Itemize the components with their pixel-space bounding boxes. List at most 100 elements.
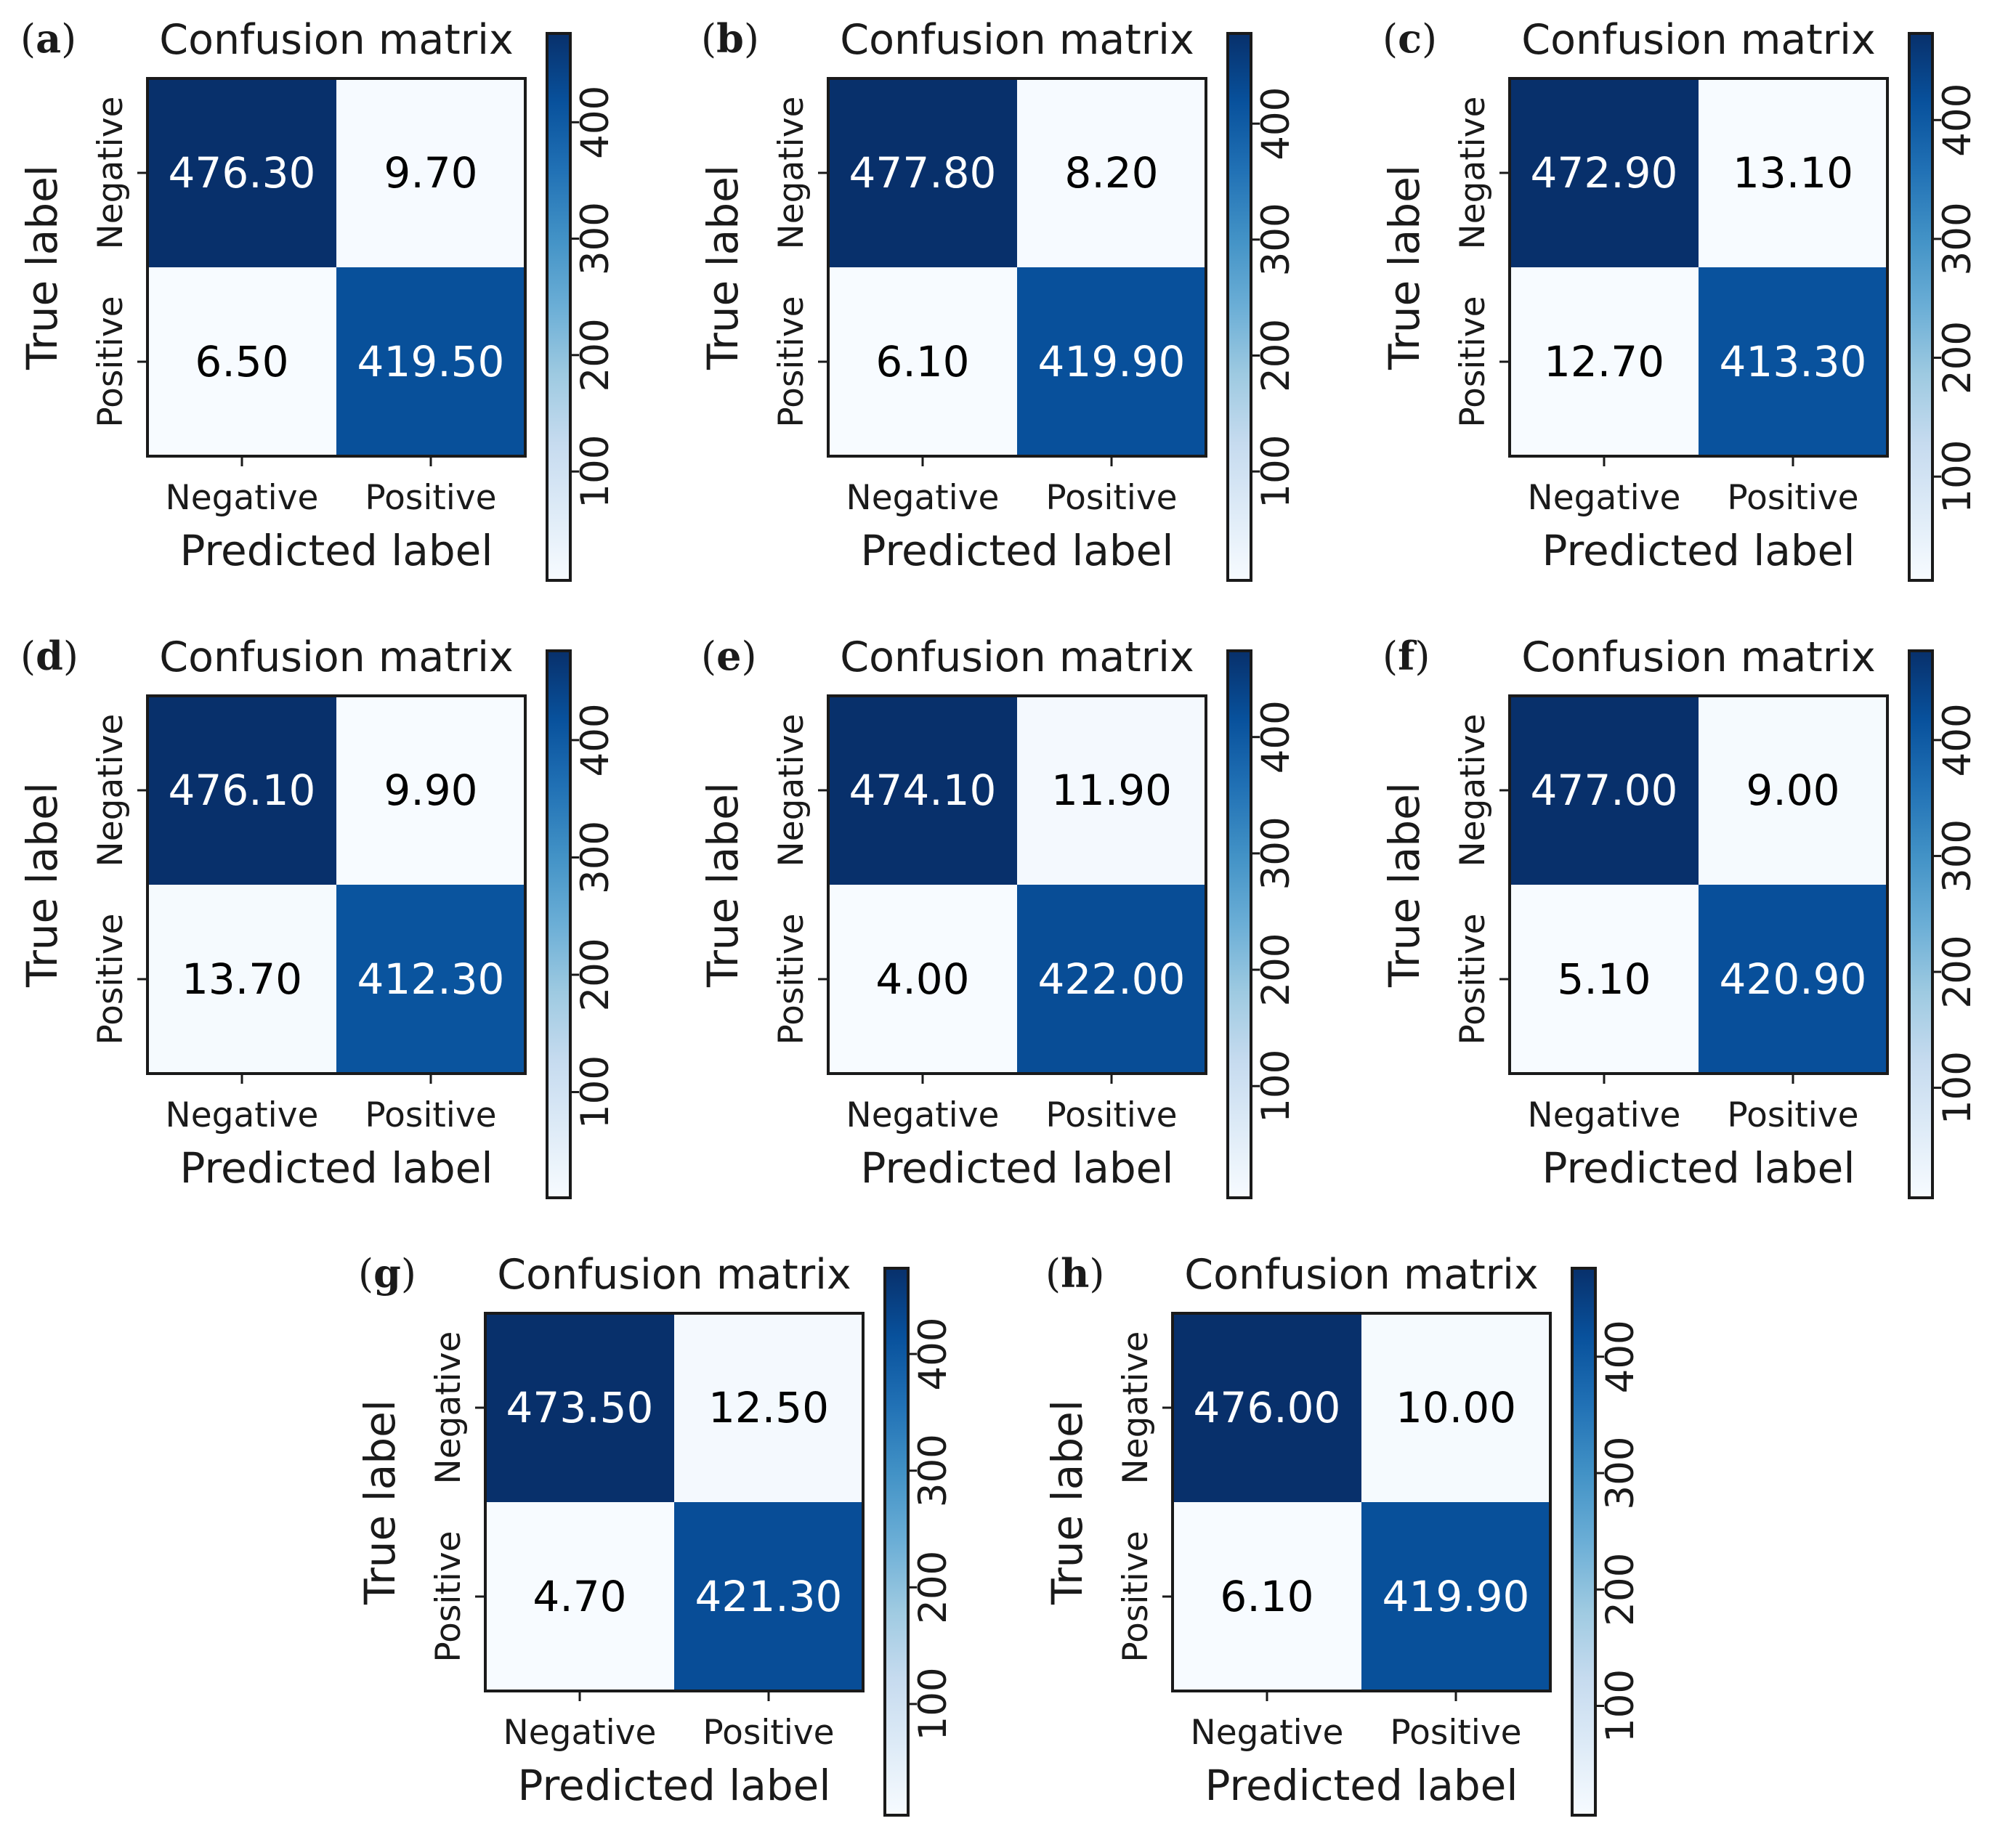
- colorbar-c: [1909, 33, 1932, 580]
- y-tick-label-a-0: Negative: [91, 97, 131, 250]
- panel-a: 476.30 9.70 6.50 419.50 Confusion matrix (a) N…: [17, 15, 618, 582]
- y-tick-label-h-0: Negative: [1116, 1331, 1156, 1485]
- x-tick-label-e-1: Positive: [1045, 1095, 1177, 1135]
- cell-f-1-0: [1510, 885, 1699, 1074]
- colorbar-a: [547, 33, 570, 580]
- title-e: Confusion matrix: [840, 633, 1194, 681]
- y-tick-label-d-0: Negative: [91, 714, 131, 867]
- cell-f-0-0: [1510, 696, 1699, 885]
- panel-d: 476.10 9.90 13.70 412.30 Confusion matrix (d)…: [17, 633, 618, 1199]
- cell-a-1-0: [147, 267, 336, 456]
- title-f: Confusion matrix: [1521, 633, 1875, 681]
- cell-f-1-1: [1699, 885, 1887, 1074]
- heatmap-frame-a: [146, 77, 527, 458]
- title-g: Confusion matrix: [497, 1251, 851, 1299]
- title-h: Confusion matrix: [1184, 1251, 1538, 1299]
- cell-label-h-1-0: 6.10: [1220, 1572, 1313, 1621]
- x-tick-label-g-0: Negative: [503, 1713, 657, 1753]
- colorbar-tick-label-c-2: 300: [1935, 202, 1980, 275]
- y-tick-label-b-0: Negative: [772, 97, 811, 250]
- cell-label-a-1-0: 6.50: [195, 337, 288, 386]
- colorbar-tick-label-g-2: 300: [911, 1434, 955, 1507]
- cell-b-1-0: [828, 267, 1017, 456]
- colorbar-h: [1572, 1268, 1595, 1815]
- cell-label-f-0-0: 477.00: [1531, 766, 1678, 815]
- colorbar-tick-label-d-2: 300: [573, 821, 618, 894]
- colorbar-tick-label-h-1: 200: [1598, 1553, 1643, 1626]
- x-tick-label-b-1: Positive: [1045, 478, 1177, 518]
- x-axis-title-f: Predicted label: [1542, 1143, 1855, 1193]
- colorbar-frame-e: [1226, 649, 1252, 1199]
- cell-label-d-0-1: 9.90: [384, 766, 477, 815]
- colorbar-tick-label-b-1: 200: [1254, 319, 1298, 392]
- colorbar-e: [1228, 651, 1251, 1198]
- cell-label-f-0-1: 9.00: [1746, 766, 1839, 815]
- cell-c-1-0: [1510, 267, 1699, 456]
- colorbar-tick-label-a-2: 300: [573, 202, 618, 275]
- y-tick-label-e-1: Positive: [772, 913, 811, 1045]
- cell-label-h-1-1: 419.90: [1383, 1572, 1530, 1621]
- y-tick-label-c-1: Positive: [1453, 296, 1493, 427]
- x-axis-title-d: Predicted label: [180, 1143, 493, 1193]
- cell-label-c-0-1: 13.10: [1733, 148, 1853, 198]
- colorbar-tick-label-f-0: 100: [1935, 1051, 1980, 1124]
- cell-label-b-1-1: 419.90: [1038, 337, 1186, 386]
- colorbar-tick-label-f-1: 200: [1935, 935, 1980, 1008]
- cell-h-0-0: [1173, 1313, 1361, 1502]
- cell-label-a-0-1: 9.70: [384, 148, 477, 198]
- y-axis-title-g: True label: [355, 1400, 405, 1605]
- cell-b-0-0: [828, 78, 1017, 267]
- cell-h-1-0: [1173, 1502, 1361, 1691]
- cell-c-0-0: [1510, 78, 1699, 267]
- cell-label-b-0-0: 477.80: [849, 148, 997, 198]
- colorbar-frame-d: [546, 649, 572, 1199]
- x-tick-label-h-1: Positive: [1390, 1713, 1521, 1753]
- y-axis-title-a: True label: [17, 165, 67, 370]
- x-tick-label-d-0: Negative: [166, 1095, 319, 1135]
- cell-d-0-1: [336, 696, 525, 885]
- cell-g-0-0: [485, 1313, 674, 1502]
- cell-b-1-1: [1017, 267, 1206, 456]
- panel-label-c: (c): [1383, 15, 1437, 62]
- cell-label-e-1-1: 422.00: [1038, 954, 1186, 1004]
- x-tick-label-h-0: Negative: [1191, 1713, 1344, 1753]
- cell-a-0-0: [147, 78, 336, 267]
- colorbar-tick-label-f-3: 400: [1935, 703, 1980, 776]
- title-a: Confusion matrix: [159, 16, 513, 64]
- cell-label-g-1-1: 421.30: [695, 1572, 843, 1621]
- cell-label-a-0-0: 476.30: [169, 148, 316, 198]
- panel-label-e: (e): [701, 633, 757, 679]
- colorbar-tick-label-c-1: 200: [1935, 321, 1980, 394]
- x-tick-label-a-0: Negative: [166, 478, 319, 518]
- colorbar-tick-label-e-2: 300: [1254, 816, 1298, 890]
- colorbar-d: [547, 651, 570, 1198]
- colorbar-tick-label-b-2: 300: [1254, 203, 1298, 276]
- colorbar-tick-label-h-0: 100: [1598, 1669, 1643, 1743]
- cell-label-b-1-0: 6.10: [875, 337, 969, 386]
- x-axis-title-h: Predicted label: [1205, 1761, 1518, 1810]
- x-tick-label-f-0: Negative: [1528, 1095, 1681, 1135]
- cell-label-h-0-1: 10.00: [1396, 1383, 1516, 1432]
- title-d: Confusion matrix: [159, 633, 513, 681]
- cell-label-f-1-0: 5.10: [1557, 954, 1651, 1004]
- colorbar-tick-label-e-0: 100: [1254, 1050, 1298, 1123]
- colorbar-frame-f: [1908, 649, 1934, 1199]
- cell-f-0-1: [1699, 696, 1887, 885]
- y-tick-label-g-1: Positive: [429, 1530, 469, 1662]
- cell-d-1-1: [336, 885, 525, 1074]
- cell-label-a-1-1: 419.50: [357, 337, 505, 386]
- x-tick-label-b-0: Negative: [846, 478, 1000, 518]
- heatmap-frame-h: [1171, 1312, 1552, 1692]
- colorbar-tick-label-d-1: 200: [573, 938, 618, 1011]
- colorbar-frame-b: [1226, 32, 1252, 582]
- x-axis-title-a: Predicted label: [180, 526, 493, 575]
- cell-e-1-0: [828, 885, 1017, 1074]
- panel-label-d: (d): [20, 633, 78, 679]
- colorbar-tick-label-h-3: 400: [1598, 1320, 1643, 1393]
- cell-c-0-1: [1699, 78, 1887, 267]
- cell-label-d-0-0: 476.10: [169, 766, 316, 815]
- y-axis-title-h: True label: [1043, 1400, 1092, 1605]
- cell-e-1-1: [1017, 885, 1206, 1074]
- cell-b-0-1: [1017, 78, 1206, 267]
- x-axis-title-c: Predicted label: [1542, 526, 1855, 575]
